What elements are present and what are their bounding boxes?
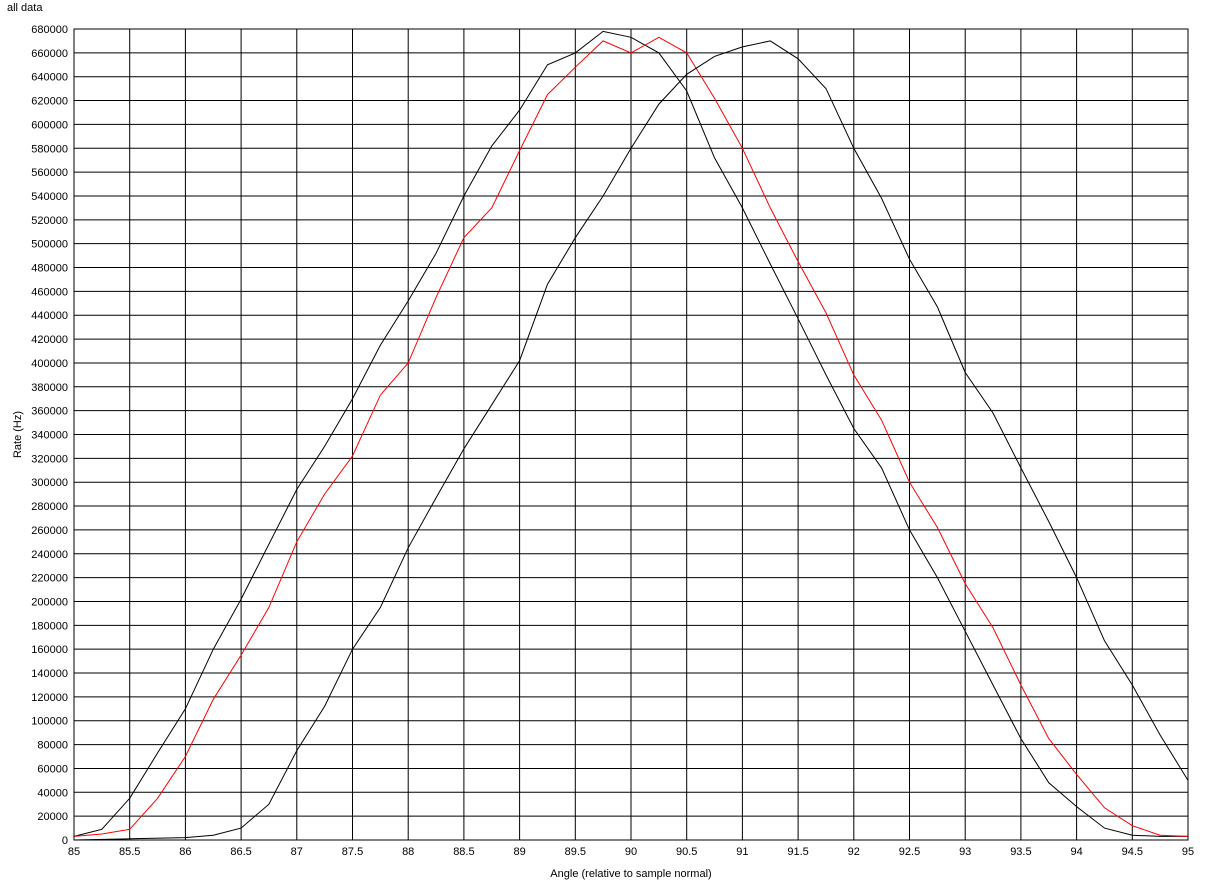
x-tick-label: 91	[736, 846, 748, 858]
x-tick-label: 89	[513, 846, 525, 858]
x-tick-label: 91.5	[787, 846, 808, 858]
y-tick-label: 500000	[31, 239, 68, 251]
y-tick-label: 420000	[31, 334, 68, 346]
x-tick-label: 90.5	[676, 846, 697, 858]
x-tick-labels: 85 85.5 86 86.5 87 87.5 88 88.5 89 89.5 90 90.5 91 91…	[68, 846, 1194, 858]
y-tick-label: 260000	[31, 525, 68, 537]
y-tick-label: 40000	[37, 787, 68, 799]
series-lines	[73, 30, 1189, 841]
x-tick-label: 86	[179, 846, 191, 858]
y-tick-label: 320000	[31, 453, 68, 465]
x-tick-label: 93.5	[1010, 846, 1031, 858]
y-tick-label: 160000	[31, 644, 68, 656]
y-tick-label: 300000	[31, 477, 68, 489]
y-tick-label: 680000	[31, 24, 68, 36]
x-tick-label: 94	[1070, 846, 1082, 858]
y-tick-label: 180000	[31, 620, 68, 632]
x-tick-label: 87.5	[342, 846, 363, 858]
series-line-3	[73, 40, 1189, 841]
y-tick-label: 0	[62, 835, 68, 847]
y-tick-label: 600000	[31, 119, 68, 131]
y-tick-label: 20000	[37, 811, 68, 823]
y-tick-label: 580000	[31, 143, 68, 155]
x-tick-label: 92.5	[899, 846, 920, 858]
y-tick-label: 400000	[31, 358, 68, 370]
y-tick-label: 200000	[31, 596, 68, 608]
series-line-1	[73, 30, 1188, 837]
y-tick-label: 220000	[31, 573, 68, 585]
y-tick-label: 560000	[31, 167, 68, 179]
plot-frame	[73, 28, 1189, 841]
x-tick-label: 88	[402, 846, 414, 858]
y-tick-label: 520000	[31, 215, 68, 227]
x-axis-label: Angle (relative to sample normal)	[550, 868, 711, 880]
x-tick-label: 85.5	[119, 846, 140, 858]
x-tick-label: 92	[848, 846, 860, 858]
series-line-2	[73, 36, 1189, 837]
x-tick-label: 95	[1182, 846, 1194, 858]
chart-title: all data	[7, 2, 43, 14]
y-tick-label: 140000	[31, 668, 68, 680]
x-tick-label: 94.5	[1122, 846, 1143, 858]
y-tick-label: 640000	[31, 72, 68, 84]
y-tick-label: 380000	[31, 382, 68, 394]
y-tick-label: 620000	[31, 96, 68, 108]
x-tick-label: 86.5	[230, 846, 251, 858]
y-tick-label: 660000	[31, 48, 68, 60]
x-tick-label: 85	[68, 846, 80, 858]
x-tick-label: 87	[291, 846, 303, 858]
y-tick-labels: 0 20000 40000 60000 80000 100000 120000 140000 1…	[31, 24, 68, 847]
y-tick-label: 80000	[37, 740, 68, 752]
y-tick-label: 460000	[31, 286, 68, 298]
x-tick-label: 88.5	[453, 846, 474, 858]
x-tick-label: 89.5	[565, 846, 586, 858]
y-tick-label: 360000	[31, 406, 68, 418]
y-axis-label: Rate (Hz)	[12, 411, 24, 458]
y-tick-label: 60000	[37, 763, 68, 775]
y-tick-label: 100000	[31, 716, 68, 728]
y-tick-label: 280000	[31, 501, 68, 513]
y-tick-label: 340000	[31, 430, 68, 442]
y-tick-label: 440000	[31, 310, 68, 322]
y-tick-label: 120000	[31, 692, 68, 704]
x-tick-label: 93	[959, 846, 971, 858]
y-tick-label: 480000	[31, 263, 68, 275]
grid-lines	[73, 28, 1189, 841]
y-tick-label: 540000	[31, 191, 68, 203]
x-tick-label: 90	[625, 846, 637, 858]
y-tick-label: 240000	[31, 549, 68, 561]
